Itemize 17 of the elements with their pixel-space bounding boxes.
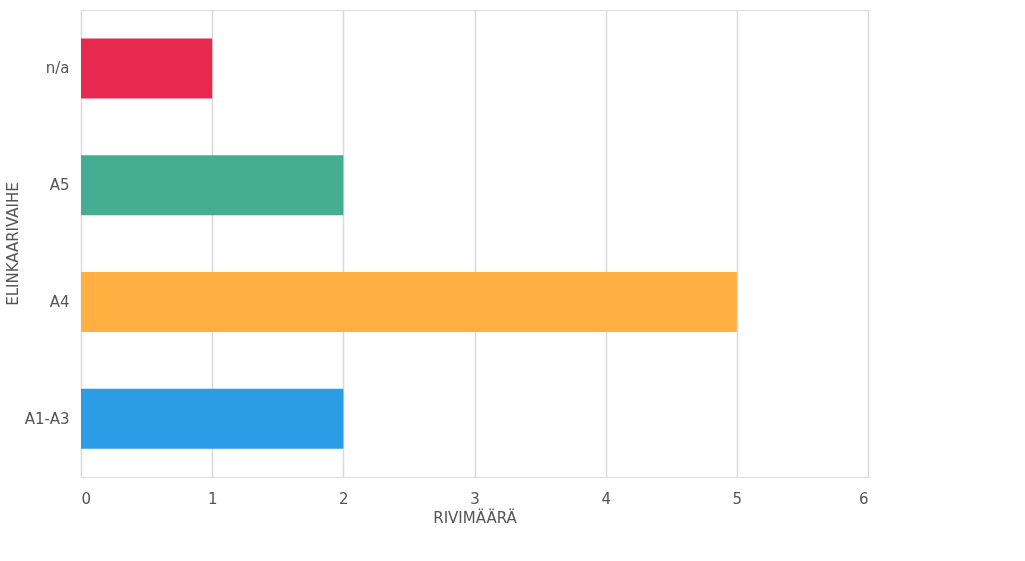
y-tick-label: n/a — [45, 59, 70, 78]
y-tick-label: A1-A3 — [24, 409, 70, 428]
y-tick-label: A4 — [49, 292, 70, 311]
y-axis-title: ELINKAARIVAIHE — [3, 182, 22, 306]
x-tick-label: 3 — [470, 489, 480, 508]
x-tick-label: 6 — [858, 489, 869, 508]
bar — [81, 38, 213, 99]
x-axis-title: RIVIMÄÄRÄ — [433, 507, 518, 527]
x-tick-label: 0 — [81, 489, 92, 508]
x-tick-label: 2 — [339, 489, 349, 508]
x-tick-label: 5 — [732, 489, 743, 508]
bar — [81, 155, 344, 216]
bar — [81, 271, 737, 332]
x-tick-label: 4 — [601, 489, 611, 508]
bar — [81, 388, 344, 449]
y-tick-label: A5 — [49, 176, 70, 195]
x-tick-label: 1 — [207, 489, 218, 508]
